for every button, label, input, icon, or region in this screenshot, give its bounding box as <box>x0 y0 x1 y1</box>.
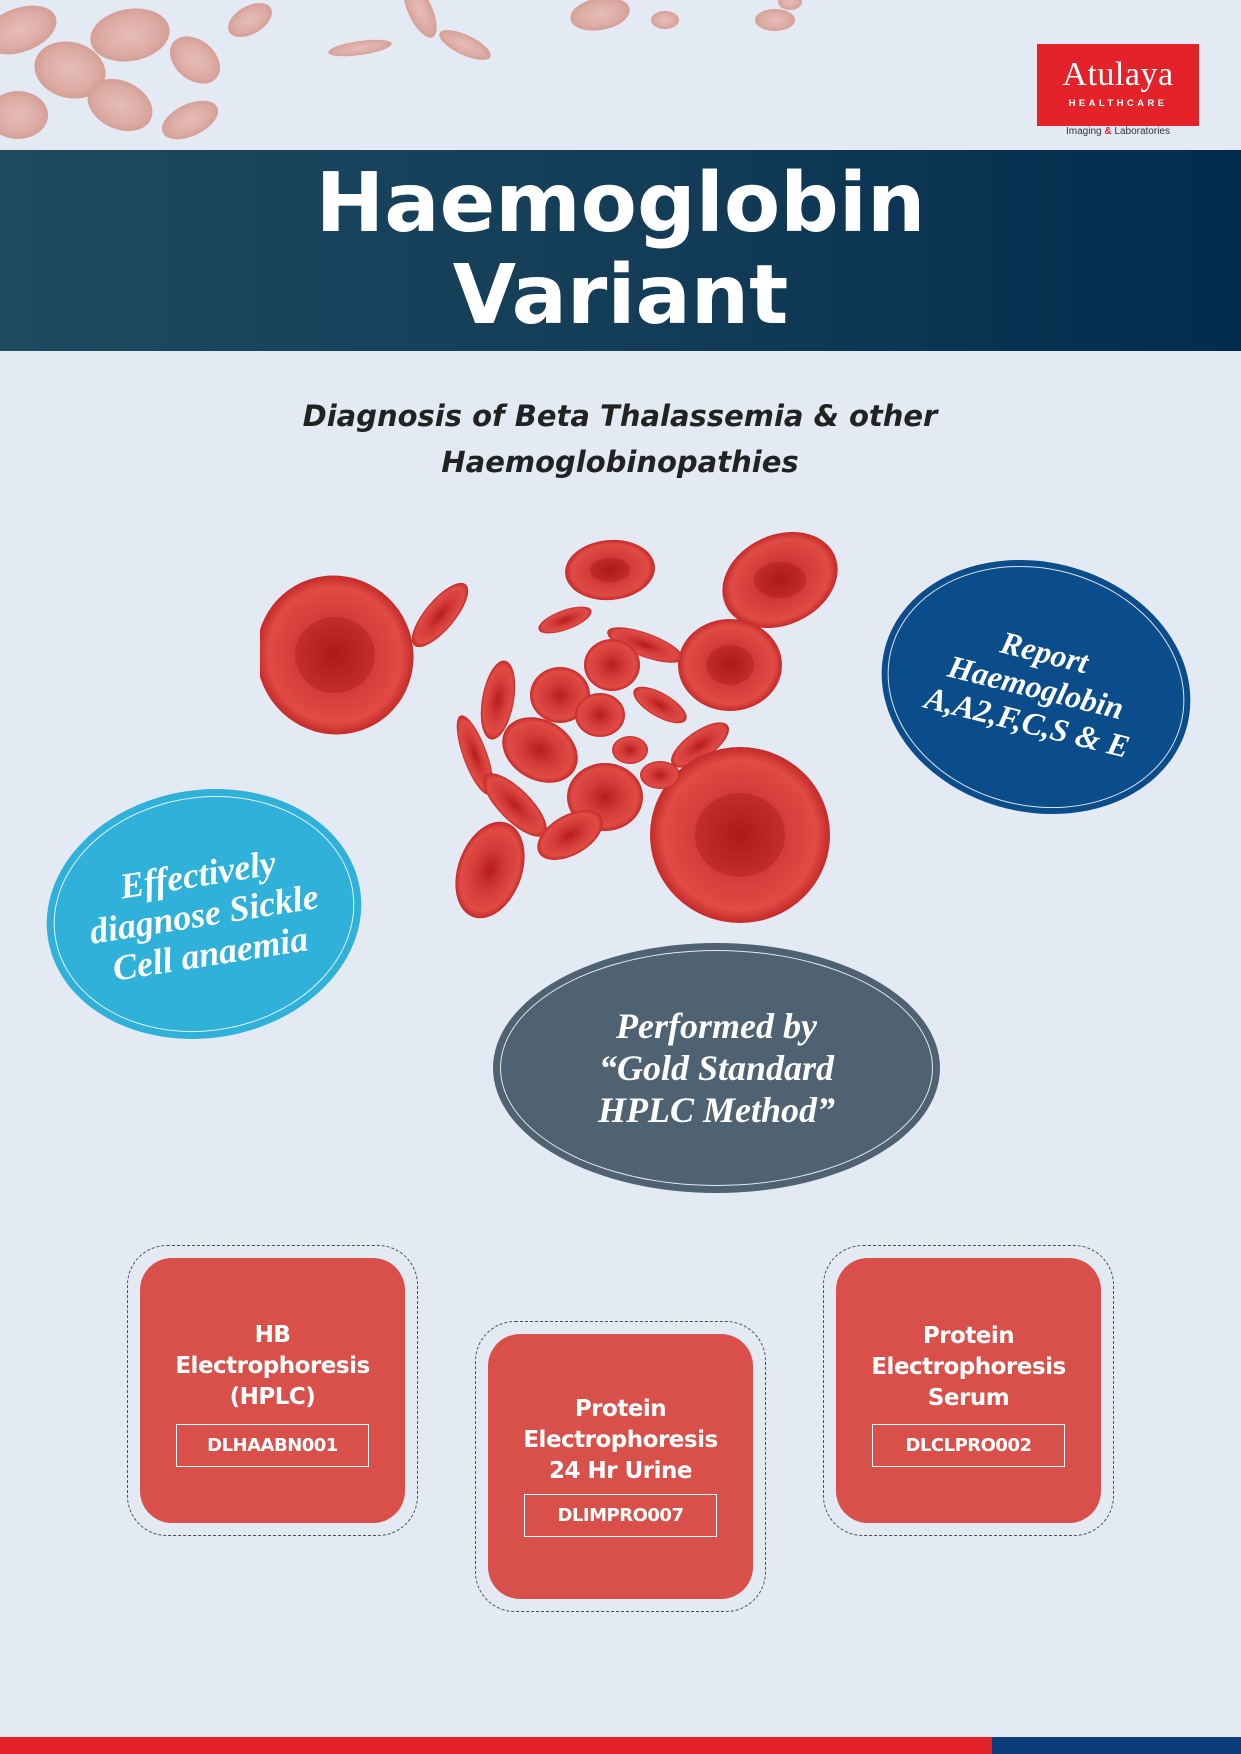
test-code: DLIMPRO007 <box>524 1494 717 1537</box>
report-haemoglobin-bubble: Report Haemoglobin A,A2,F,C,S & E <box>854 527 1218 847</box>
report-bubble-text: Report Haemoglobin A,A2,F,C,S & E <box>921 609 1150 765</box>
test-card-hb-electrophoresis: HB Electrophoresis (HPLC) DLHAABN001 <box>127 1245 418 1536</box>
test-card-title-line1: Protein <box>922 1323 1015 1349</box>
hplc-bubble-text: Performed by “Gold Standard HPLC Method” <box>598 1005 835 1131</box>
sickle-bubble-text: Effectively diagnose Sickle Cell anaemia <box>81 837 328 992</box>
test-card-protein-serum: Protein Electrophoresis Serum DLCLPRO002 <box>823 1245 1114 1536</box>
test-code: DLCLPRO002 <box>872 1424 1065 1467</box>
hplc-bubble-line3: HPLC Method” <box>597 1090 835 1130</box>
page-title: Haemoglobin Variant <box>0 158 1241 342</box>
title-banner <box>0 150 1241 351</box>
page-subtitle: Diagnosis of Beta Thalassemia & other Ha… <box>220 393 1020 485</box>
red-blood-cells-image <box>260 531 838 923</box>
test-card-title-line2: Electrophoresis <box>871 1354 1066 1380</box>
page-subtitle-line1: Diagnosis of Beta Thalassemia & other <box>302 399 938 433</box>
logo-tagline-imaging: Imaging <box>1066 126 1105 137</box>
hplc-bubble-line1: Performed by <box>616 1006 817 1046</box>
logo-tagline-labs: Laboratories <box>1111 126 1170 137</box>
test-card-body: Protein Electrophoresis 24 Hr Urine DLIM… <box>488 1334 753 1599</box>
page-subtitle-line2: Haemoglobinopathies <box>441 445 799 479</box>
logo-division: HEALTHCARE <box>1068 98 1168 109</box>
test-card-title-line3: 24 Hr Urine <box>549 1458 693 1484</box>
test-card-title-line3: (HPLC) <box>229 1384 316 1410</box>
logo-tagline: Imaging & Laboratories <box>1037 126 1199 137</box>
page-title-line1: Haemoglobin <box>315 156 926 251</box>
logo-tagline-amp: & <box>1104 126 1112 137</box>
test-card-body: HB Electrophoresis (HPLC) DLHAABN001 <box>140 1258 405 1523</box>
hplc-method-bubble: Performed by “Gold Standard HPLC Method” <box>493 943 940 1193</box>
test-card-title-line1: HB <box>254 1322 291 1348</box>
atulaya-logo: Atulaya HEALTHCARE <box>1037 44 1199 126</box>
hplc-bubble-line2: “Gold Standard <box>598 1048 835 1088</box>
test-card-title: Protein Electrophoresis 24 Hr Urine <box>488 1394 753 1487</box>
top-blood-cells-image <box>0 0 802 140</box>
test-code: DLHAABN001 <box>176 1424 369 1467</box>
footer-bar-blue <box>992 1737 1241 1754</box>
test-card-title: HB Electrophoresis (HPLC) <box>140 1320 405 1413</box>
test-card-title-line2: Electrophoresis <box>175 1353 370 1379</box>
test-card-title-line1: Protein <box>574 1396 667 1422</box>
test-card-title-line2: Electrophoresis <box>523 1427 718 1453</box>
page-title-line2: Variant <box>452 248 789 343</box>
logo-name: Atulaya <box>1062 56 1174 93</box>
footer-bar-red <box>0 1737 992 1754</box>
test-card-protein-urine: Protein Electrophoresis 24 Hr Urine DLIM… <box>475 1321 766 1612</box>
test-card-title-line3: Serum <box>927 1385 1010 1411</box>
test-card-title: Protein Electrophoresis Serum <box>836 1321 1101 1414</box>
test-card-body: Protein Electrophoresis Serum DLCLPRO002 <box>836 1258 1101 1523</box>
